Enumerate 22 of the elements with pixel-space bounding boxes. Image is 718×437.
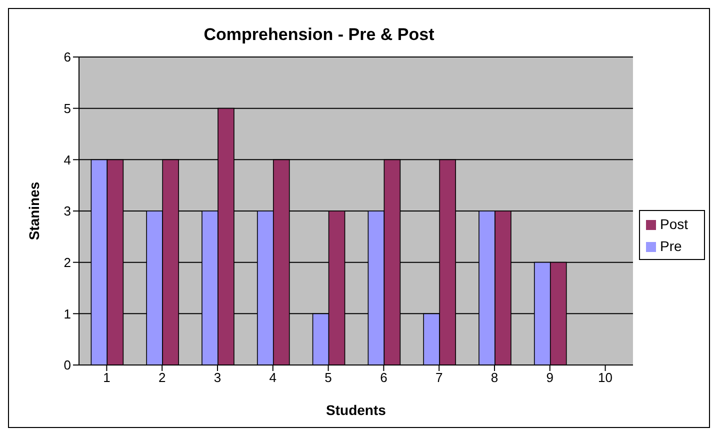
y-tick-label: 3 bbox=[64, 204, 71, 219]
y-axis-title: Stanines bbox=[26, 182, 42, 240]
y-tick-label: 5 bbox=[64, 100, 71, 116]
chart-title: Comprehension - Pre & Post bbox=[202, 25, 436, 45]
x-tick-label: 5 bbox=[324, 370, 332, 386]
x-tick-label: 10 bbox=[598, 370, 613, 386]
y-tick-label: 1 bbox=[64, 306, 71, 322]
x-tick-label: 3 bbox=[214, 370, 222, 386]
x-tick-label: 6 bbox=[380, 370, 388, 386]
y-tick-label: 2 bbox=[64, 254, 71, 270]
y-tick-label: 4 bbox=[64, 152, 71, 168]
legend-label: Post bbox=[660, 216, 688, 232]
x-tick-label: 2 bbox=[158, 370, 166, 386]
legend-label: Pre bbox=[660, 238, 682, 254]
y-tick-label: 0 bbox=[64, 358, 71, 373]
x-tick-label: 4 bbox=[269, 370, 277, 386]
x-tick-label: 8 bbox=[490, 370, 498, 386]
x-tick-label: 1 bbox=[103, 370, 110, 386]
x-tick-label: 7 bbox=[435, 370, 443, 386]
x-tick-label: 9 bbox=[546, 370, 554, 386]
x-axis-title: Students bbox=[326, 402, 386, 418]
y-tick-label: 6 bbox=[64, 50, 71, 65]
